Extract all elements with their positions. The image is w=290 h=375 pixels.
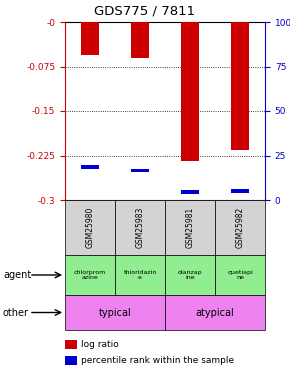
Bar	[165, 200, 215, 255]
Text: other: other	[3, 308, 29, 318]
Bar	[215, 255, 265, 295]
Bar	[81, 22, 99, 55]
Text: GSM25980: GSM25980	[86, 207, 95, 248]
Bar	[165, 295, 265, 330]
Bar	[65, 295, 165, 330]
Text: percentile rank within the sample: percentile rank within the sample	[81, 356, 234, 365]
Text: GDS775 / 7811: GDS775 / 7811	[95, 5, 195, 18]
Bar	[215, 200, 265, 255]
Text: GSM25982: GSM25982	[235, 207, 244, 248]
Bar	[115, 200, 165, 255]
Text: quetiapi
ne: quetiapi ne	[227, 270, 253, 280]
Bar	[81, 165, 99, 169]
Bar	[131, 169, 149, 172]
Text: atypical: atypical	[196, 308, 234, 318]
Bar	[181, 22, 199, 161]
Bar	[231, 189, 249, 193]
Text: thioridazin
e: thioridazin e	[123, 270, 157, 280]
Text: agent: agent	[3, 270, 31, 280]
Text: log ratio: log ratio	[81, 340, 119, 349]
Bar	[115, 255, 165, 295]
Bar	[131, 22, 149, 58]
Bar	[65, 255, 115, 295]
Text: chlorprom
azine: chlorprom azine	[74, 270, 106, 280]
Text: GSM25981: GSM25981	[186, 207, 195, 248]
Bar	[181, 190, 199, 194]
Text: GSM25983: GSM25983	[135, 207, 144, 248]
Text: olanzap
ine: olanzap ine	[178, 270, 202, 280]
Bar	[65, 200, 115, 255]
Bar	[165, 255, 215, 295]
Text: typical: typical	[99, 308, 131, 318]
Bar	[231, 22, 249, 150]
